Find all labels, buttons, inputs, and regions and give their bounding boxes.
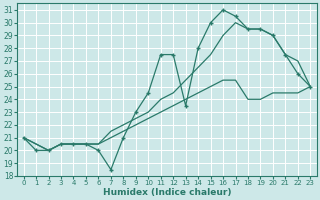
X-axis label: Humidex (Indice chaleur): Humidex (Indice chaleur) bbox=[103, 188, 231, 197]
